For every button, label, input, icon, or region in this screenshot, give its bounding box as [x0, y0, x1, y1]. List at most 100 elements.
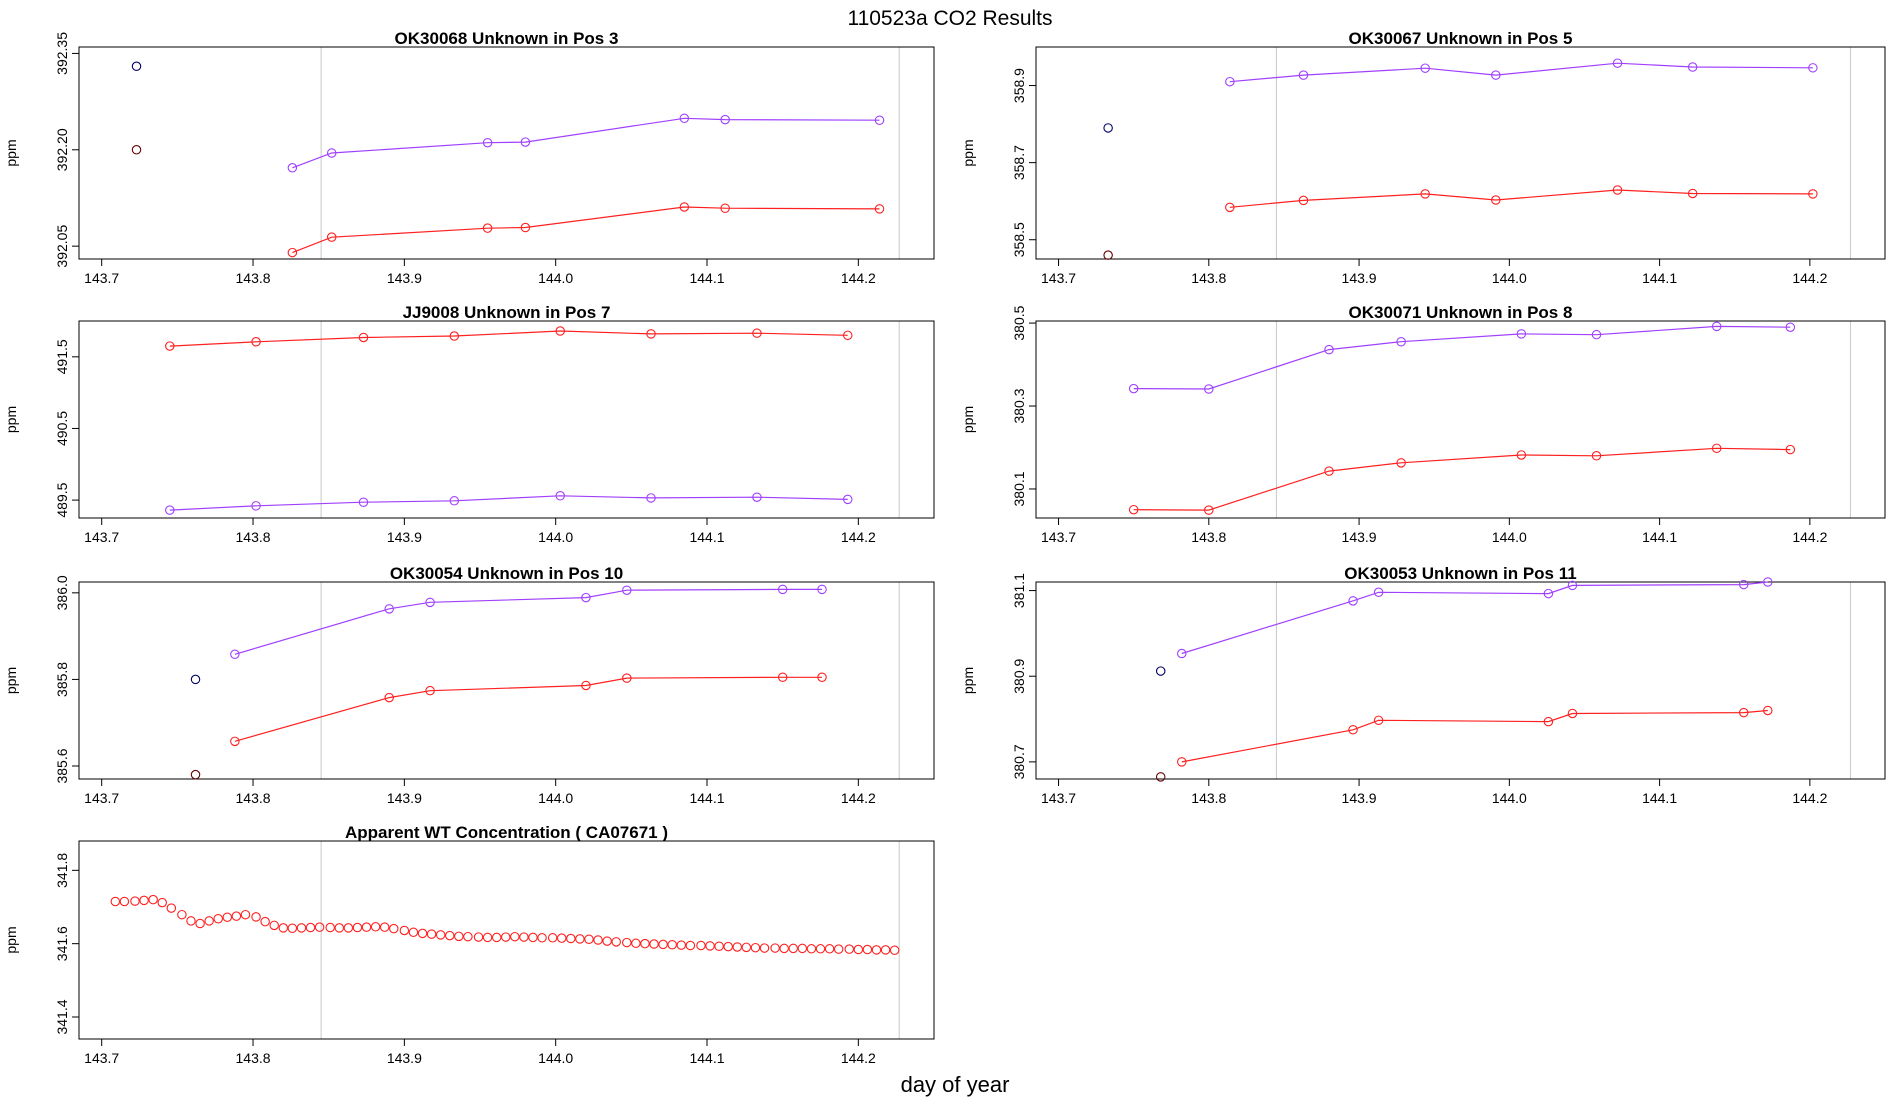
data-point [520, 222, 531, 233]
series-line [1181, 709, 1768, 763]
x-tick-label: 143.7 [84, 1050, 119, 1066]
reference-point [1155, 666, 1166, 676]
data-point [1808, 63, 1818, 73]
y-tick-label: 392.20 [54, 128, 70, 171]
data-point [482, 137, 493, 148]
data-point [343, 923, 354, 933]
data-point [842, 494, 853, 505]
data-point [1128, 383, 1139, 394]
data-point [1225, 76, 1235, 87]
data-point [1420, 189, 1430, 199]
chart-panel: OK30071 Unknown in Pos 8 143.7 143.8 143.9 1… [960, 303, 1886, 545]
data-point [741, 942, 752, 953]
y-tick-label: 381.1 [1011, 573, 1027, 608]
series-line [169, 330, 848, 347]
x-tick-label: 144.2 [841, 529, 876, 545]
data-point [1785, 444, 1796, 455]
data-point [408, 927, 419, 938]
x-tick-label: 143.7 [1041, 529, 1076, 545]
data-point [622, 585, 632, 595]
panels: OK30068 Unknown in Pos 3 143.7 143.8 143.9 1… [3, 29, 1886, 1066]
data-point [1491, 70, 1501, 80]
data-point [119, 896, 130, 907]
data-point [874, 204, 885, 214]
y-axis-label: ppm [3, 139, 19, 166]
series-line [234, 676, 822, 742]
y-tick-label: 380.3 [1011, 388, 1027, 423]
plot-frame [78, 320, 935, 519]
y-axis-label: ppm [3, 406, 19, 433]
data-point [287, 247, 298, 258]
data-point [166, 903, 177, 913]
series-line [234, 588, 822, 655]
data-point [500, 932, 511, 942]
data-point [287, 923, 298, 934]
chart-panel: OK30054 Unknown in Pos 10 143.7 143.8 143.9… [3, 564, 935, 806]
data-point [1491, 195, 1501, 205]
data-point [251, 912, 261, 922]
y-tick-label: 358.9 [1011, 68, 1027, 103]
x-tick-label: 144.1 [1642, 270, 1677, 286]
data-point [213, 913, 223, 924]
data-point [575, 934, 585, 944]
data-point [1177, 648, 1187, 659]
chart-panel: JJ9008 Unknown in Pos 7 143.7 143.8 143.9 14… [3, 303, 935, 545]
chart-panel: OK30053 Unknown in Pos 11 143.7 143.8 143.9… [960, 564, 1886, 806]
x-tick-label: 144.1 [689, 790, 724, 806]
x-tick-label: 143.9 [387, 270, 422, 286]
data-point [399, 925, 410, 936]
data-point [640, 938, 650, 949]
data-point [679, 202, 690, 212]
data-point [1687, 62, 1698, 72]
series-line [1133, 447, 1791, 511]
data-point [817, 584, 827, 595]
data-point [732, 942, 743, 952]
data-point [148, 894, 158, 905]
data-point [1373, 587, 1384, 598]
data-point [186, 916, 196, 926]
data-point [833, 944, 844, 954]
y-tick-label: 358.7 [1011, 145, 1027, 180]
data-point [269, 920, 279, 931]
data-point [384, 604, 394, 614]
data-point [1204, 505, 1214, 515]
data-point [1298, 195, 1309, 206]
data-point [389, 923, 399, 934]
data-point [1591, 451, 1602, 461]
data-point [1687, 188, 1698, 199]
data-point [1543, 716, 1554, 727]
data-point [379, 922, 390, 932]
data-point [1177, 757, 1187, 767]
data-point [752, 492, 762, 502]
data-point [528, 932, 538, 943]
panel-title: OK30053 Unknown in Pos 11 [1344, 564, 1576, 583]
data-point [240, 909, 251, 920]
x-tick-label: 144.1 [689, 1050, 724, 1066]
data-point [425, 597, 435, 608]
series-line [169, 495, 848, 511]
data-point [165, 505, 175, 515]
y-axis-label: ppm [3, 667, 19, 694]
data-point [130, 896, 140, 906]
data-point [519, 932, 529, 942]
reference-point [131, 145, 142, 155]
data-point [449, 331, 460, 341]
data-point [1396, 336, 1406, 347]
data-point [1612, 58, 1623, 68]
data-point [566, 933, 576, 944]
series-line [1181, 581, 1768, 655]
data-point [622, 673, 632, 683]
data-point [449, 496, 460, 506]
data-point [251, 501, 261, 511]
data-point [556, 933, 567, 943]
data-point [862, 944, 873, 955]
data-point [1298, 70, 1309, 80]
y-axis-label: ppm [960, 667, 976, 694]
x-tick-label: 143.8 [236, 790, 271, 806]
data-point [326, 232, 337, 242]
x-tick-label: 144.2 [841, 270, 876, 286]
x-tick-label: 144.0 [538, 529, 573, 545]
x-tick-label: 143.8 [236, 270, 271, 286]
data-point [326, 148, 337, 158]
data-point [777, 584, 788, 595]
